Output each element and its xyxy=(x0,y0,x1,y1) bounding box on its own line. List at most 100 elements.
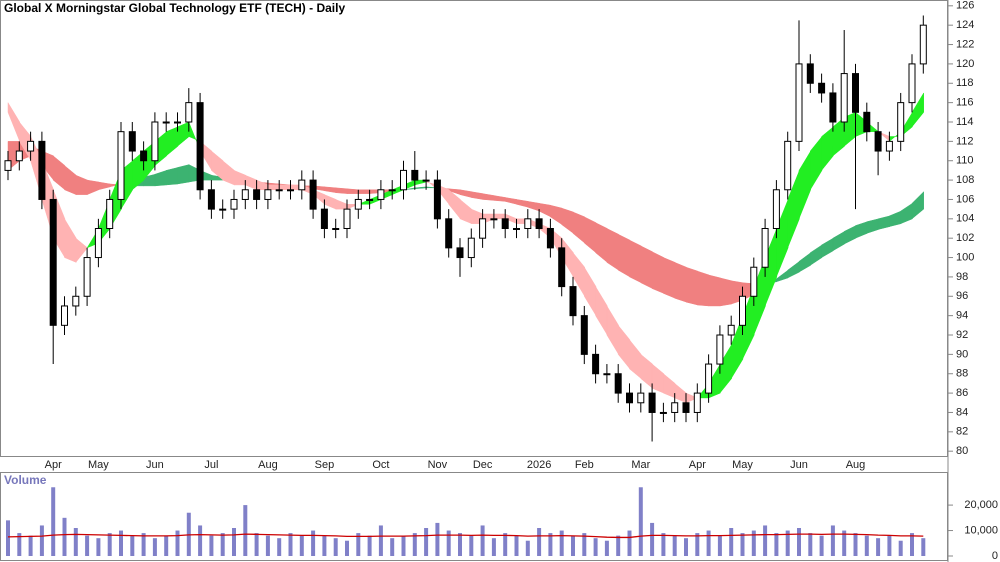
volume-bar xyxy=(378,525,383,556)
candle-body xyxy=(162,121,170,124)
candle-body xyxy=(659,411,667,414)
volume-bar xyxy=(491,538,496,556)
ribbon-segment xyxy=(640,353,653,389)
y-tick-label: 10,000 xyxy=(964,524,998,536)
ribbon-segment xyxy=(821,237,834,258)
candle-body xyxy=(580,315,588,355)
price-frame xyxy=(0,0,948,457)
candle-body xyxy=(151,121,159,162)
ribbon-segment xyxy=(595,285,608,336)
volume-bar xyxy=(706,530,711,556)
volume-bar xyxy=(751,530,756,556)
ribbon-segment xyxy=(75,174,88,195)
volume-bar xyxy=(299,535,304,556)
candle-body xyxy=(411,169,419,181)
ribbon-segment xyxy=(911,92,924,128)
candle-body xyxy=(784,140,792,191)
volume-bar xyxy=(684,538,688,556)
volume-bar xyxy=(627,530,632,556)
ribbon-segment xyxy=(335,199,348,210)
ribbon-segment xyxy=(651,251,665,294)
ribbon-segment xyxy=(617,233,631,278)
ribbon-segment xyxy=(663,257,676,299)
ribbon-segment xyxy=(52,155,66,191)
candle-body xyxy=(309,179,317,210)
candle-body xyxy=(693,392,701,413)
ribbon-segment xyxy=(584,216,597,254)
ribbon-segment xyxy=(685,266,698,306)
ribbon-segment xyxy=(674,382,687,404)
candle-body xyxy=(174,121,181,124)
ribbon-segment xyxy=(832,230,845,252)
y-tick-label: 88 xyxy=(956,368,968,380)
volume-bar xyxy=(17,533,22,556)
volume-bar xyxy=(763,525,768,556)
candle-body xyxy=(705,363,713,394)
ribbon-segment xyxy=(493,213,506,220)
candle-body xyxy=(83,257,91,297)
ribbon-segment xyxy=(595,222,608,263)
ribbon-segment xyxy=(165,167,179,186)
volume-bar xyxy=(51,487,56,556)
ribbon-segment xyxy=(64,165,77,195)
candle-body xyxy=(275,189,283,192)
candle-body xyxy=(603,373,611,376)
y-tick-label: 106 xyxy=(956,193,974,205)
candle-body xyxy=(874,131,882,152)
candle-body xyxy=(761,228,769,268)
x-tick-label: 2026 xyxy=(527,459,551,471)
volume-bar xyxy=(333,538,338,556)
ribbon-segment xyxy=(414,186,427,190)
ribbon-segment xyxy=(663,373,676,399)
candle-body xyxy=(614,373,622,394)
volume-bar xyxy=(198,525,203,556)
y-tick-label: 108 xyxy=(956,174,974,186)
volume-bar xyxy=(62,517,67,556)
candle-body xyxy=(241,189,249,200)
candle-body xyxy=(140,150,148,162)
ribbon-segment xyxy=(358,189,371,194)
ribbon-segment xyxy=(538,203,552,218)
ribbon-segment xyxy=(267,184,280,191)
ribbon-segment xyxy=(211,150,224,181)
candle-body xyxy=(94,228,102,259)
volume-bar xyxy=(808,533,813,556)
y-tick-label: 124 xyxy=(956,19,974,31)
ribbon-segment xyxy=(787,260,800,279)
candle-body xyxy=(513,228,520,230)
ribbon-segment xyxy=(674,262,687,303)
volume-bar xyxy=(830,525,835,556)
candle-body xyxy=(750,266,758,297)
volume-bar xyxy=(695,533,700,556)
candle-body xyxy=(569,286,577,317)
ribbon-segment xyxy=(640,245,653,289)
y-tick-label: 114 xyxy=(956,116,974,128)
y-tick-label: 20,000 xyxy=(964,499,998,511)
candle-body xyxy=(852,73,859,113)
x-tick-label: Jun xyxy=(146,459,164,471)
candle-body xyxy=(648,392,656,413)
candle-body xyxy=(592,353,600,375)
ribbon-segment xyxy=(810,244,823,266)
volume-bar xyxy=(819,535,824,556)
y-tick-label: 104 xyxy=(956,213,974,225)
x-tick-label: Feb xyxy=(575,459,594,471)
candle-body xyxy=(524,218,532,229)
volume-bar xyxy=(604,540,609,556)
chart-title: Global X Morningstar Global Technology E… xyxy=(4,1,345,15)
volume-bar xyxy=(424,528,429,556)
candle-body xyxy=(806,63,814,84)
candle-body xyxy=(535,218,543,229)
ribbon-segment xyxy=(843,225,857,245)
volume-bar xyxy=(774,533,779,556)
ribbon-segment xyxy=(233,170,246,186)
candle-body xyxy=(626,392,633,404)
ribbon-segment xyxy=(651,363,665,394)
candle-body xyxy=(49,198,57,326)
y-tick-label: 92 xyxy=(956,329,968,341)
ribbon-segment xyxy=(911,191,924,220)
candle-body xyxy=(117,131,125,200)
x-tick-label: Jul xyxy=(204,459,218,471)
volume-bar xyxy=(525,540,530,556)
volume-bar xyxy=(119,530,123,556)
